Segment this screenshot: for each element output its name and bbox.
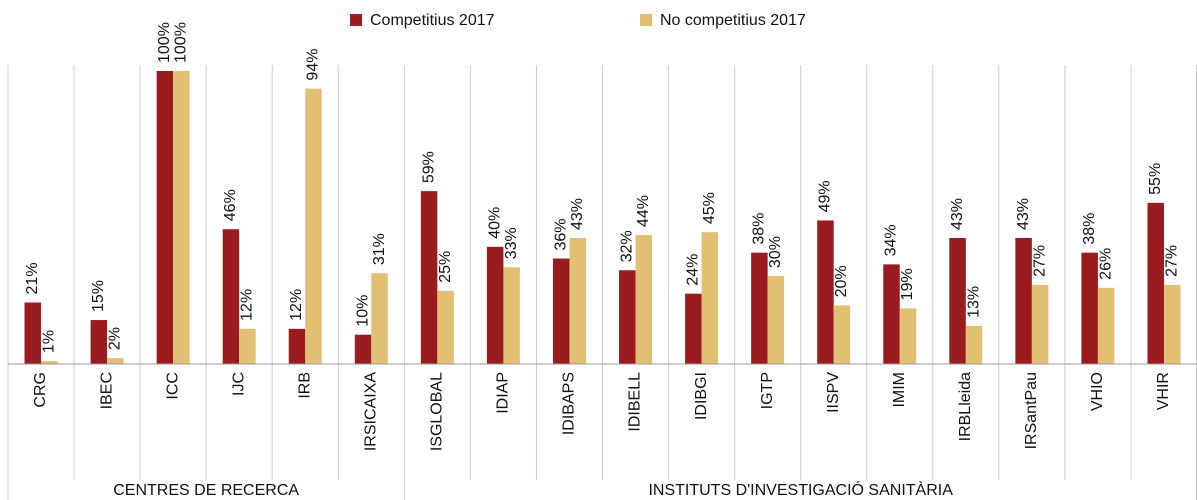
- value-label: 10%: [354, 295, 371, 327]
- bar: [371, 273, 388, 364]
- value-label: 34%: [883, 224, 900, 256]
- bar: [1163, 284, 1181, 364]
- value-label: 43%: [949, 198, 966, 230]
- bar: [288, 328, 306, 364]
- x-tick-label: IDIBAPS: [561, 372, 578, 435]
- value-label: 27%: [1163, 245, 1180, 277]
- bar: [1147, 202, 1164, 364]
- value-label: 40%: [486, 207, 503, 239]
- value-label: 49%: [817, 180, 834, 212]
- bar: [1031, 284, 1049, 364]
- bar: [41, 361, 58, 364]
- legend-label: No competitius 2017: [660, 12, 806, 29]
- value-label: 38%: [1081, 213, 1098, 245]
- bar: [90, 320, 108, 364]
- value-label: 100%: [156, 22, 173, 63]
- x-tick-label: IISPV: [825, 372, 842, 413]
- value-label: 27%: [1031, 245, 1048, 277]
- bar: [767, 276, 785, 364]
- value-label: 44%: [635, 195, 652, 227]
- bar: [1081, 252, 1098, 364]
- value-label: 26%: [1097, 248, 1114, 280]
- x-tick-label: ICC: [164, 372, 181, 400]
- bar: [24, 302, 42, 364]
- x-tick-label: VHIO: [1089, 372, 1106, 411]
- value-label: 43%: [1015, 198, 1032, 230]
- value-label: 24%: [685, 254, 702, 286]
- bar: [1015, 238, 1032, 364]
- x-tick-label: IRSantPau: [1023, 372, 1040, 449]
- bar: [437, 290, 454, 364]
- value-label: 21%: [24, 262, 41, 294]
- bar: [685, 293, 702, 364]
- value-label: 38%: [751, 213, 768, 245]
- value-label: 19%: [899, 268, 916, 300]
- x-tick-label: ISGLOBAL: [429, 372, 446, 451]
- bar: [305, 88, 322, 364]
- value-label: 30%: [767, 236, 784, 268]
- x-tick-label: IRBLleida: [957, 372, 974, 441]
- legend-swatch: [350, 14, 362, 26]
- x-tick-label: IBEC: [98, 372, 115, 409]
- value-label: 36%: [552, 218, 569, 250]
- bar: [503, 267, 520, 364]
- bar: [569, 238, 586, 364]
- bar: [552, 258, 570, 364]
- value-label: 59%: [420, 151, 437, 183]
- value-label: 12%: [288, 289, 305, 321]
- x-tick-label: IJC: [230, 372, 247, 396]
- value-label: 31%: [371, 233, 388, 265]
- x-tick-label: IDIAP: [495, 372, 512, 414]
- bar: [635, 235, 653, 364]
- value-label: 55%: [1147, 163, 1164, 195]
- value-label: 12%: [239, 289, 256, 321]
- bar: [965, 325, 983, 364]
- bar: [833, 305, 851, 364]
- value-label: 15%: [90, 280, 107, 312]
- value-label: 25%: [437, 251, 454, 283]
- bar: [239, 328, 256, 364]
- bar: [222, 229, 240, 364]
- value-label: 43%: [569, 198, 586, 230]
- bar: [107, 358, 124, 364]
- legend-swatch: [640, 14, 652, 26]
- bar: [883, 264, 900, 364]
- bar: [1097, 287, 1115, 364]
- value-label: 2%: [107, 327, 124, 350]
- bar: [949, 238, 966, 364]
- bar: [156, 71, 174, 364]
- bar: [420, 191, 438, 364]
- value-label: 45%: [701, 192, 718, 224]
- bar: [899, 308, 917, 364]
- x-tick-label: IDIBGI: [693, 372, 710, 420]
- value-label: 33%: [503, 227, 520, 259]
- x-tick-label: IRB: [296, 372, 313, 399]
- x-tick-label: IMIM: [891, 372, 908, 408]
- value-label: 100%: [173, 22, 190, 63]
- group-label: INSTITUTS D'INVESTIGACIÓ SANITÀRIA: [648, 480, 953, 499]
- x-tick-label: IDIBELL: [627, 372, 644, 432]
- bar: [354, 334, 372, 364]
- value-label: 46%: [222, 189, 239, 221]
- value-label: 20%: [833, 265, 850, 297]
- bar: [486, 246, 504, 364]
- x-tick-label: VHIR: [1155, 372, 1172, 410]
- x-tick-label: IRSICAIXA: [363, 372, 380, 451]
- x-tick-label: IGTP: [759, 372, 776, 409]
- value-label: 1%: [40, 330, 57, 353]
- bar: [619, 270, 636, 364]
- bar: [817, 220, 834, 364]
- value-label: 13%: [965, 286, 982, 318]
- group-label: CENTRES DE RECERCA: [113, 482, 299, 499]
- bar: [173, 71, 190, 364]
- bar: [701, 232, 719, 364]
- x-tick-label: CRG: [32, 372, 49, 408]
- value-label: 32%: [618, 230, 635, 262]
- value-label: 94%: [305, 49, 322, 81]
- bar: [751, 252, 768, 364]
- legend-label: Competitius 2017: [370, 12, 495, 29]
